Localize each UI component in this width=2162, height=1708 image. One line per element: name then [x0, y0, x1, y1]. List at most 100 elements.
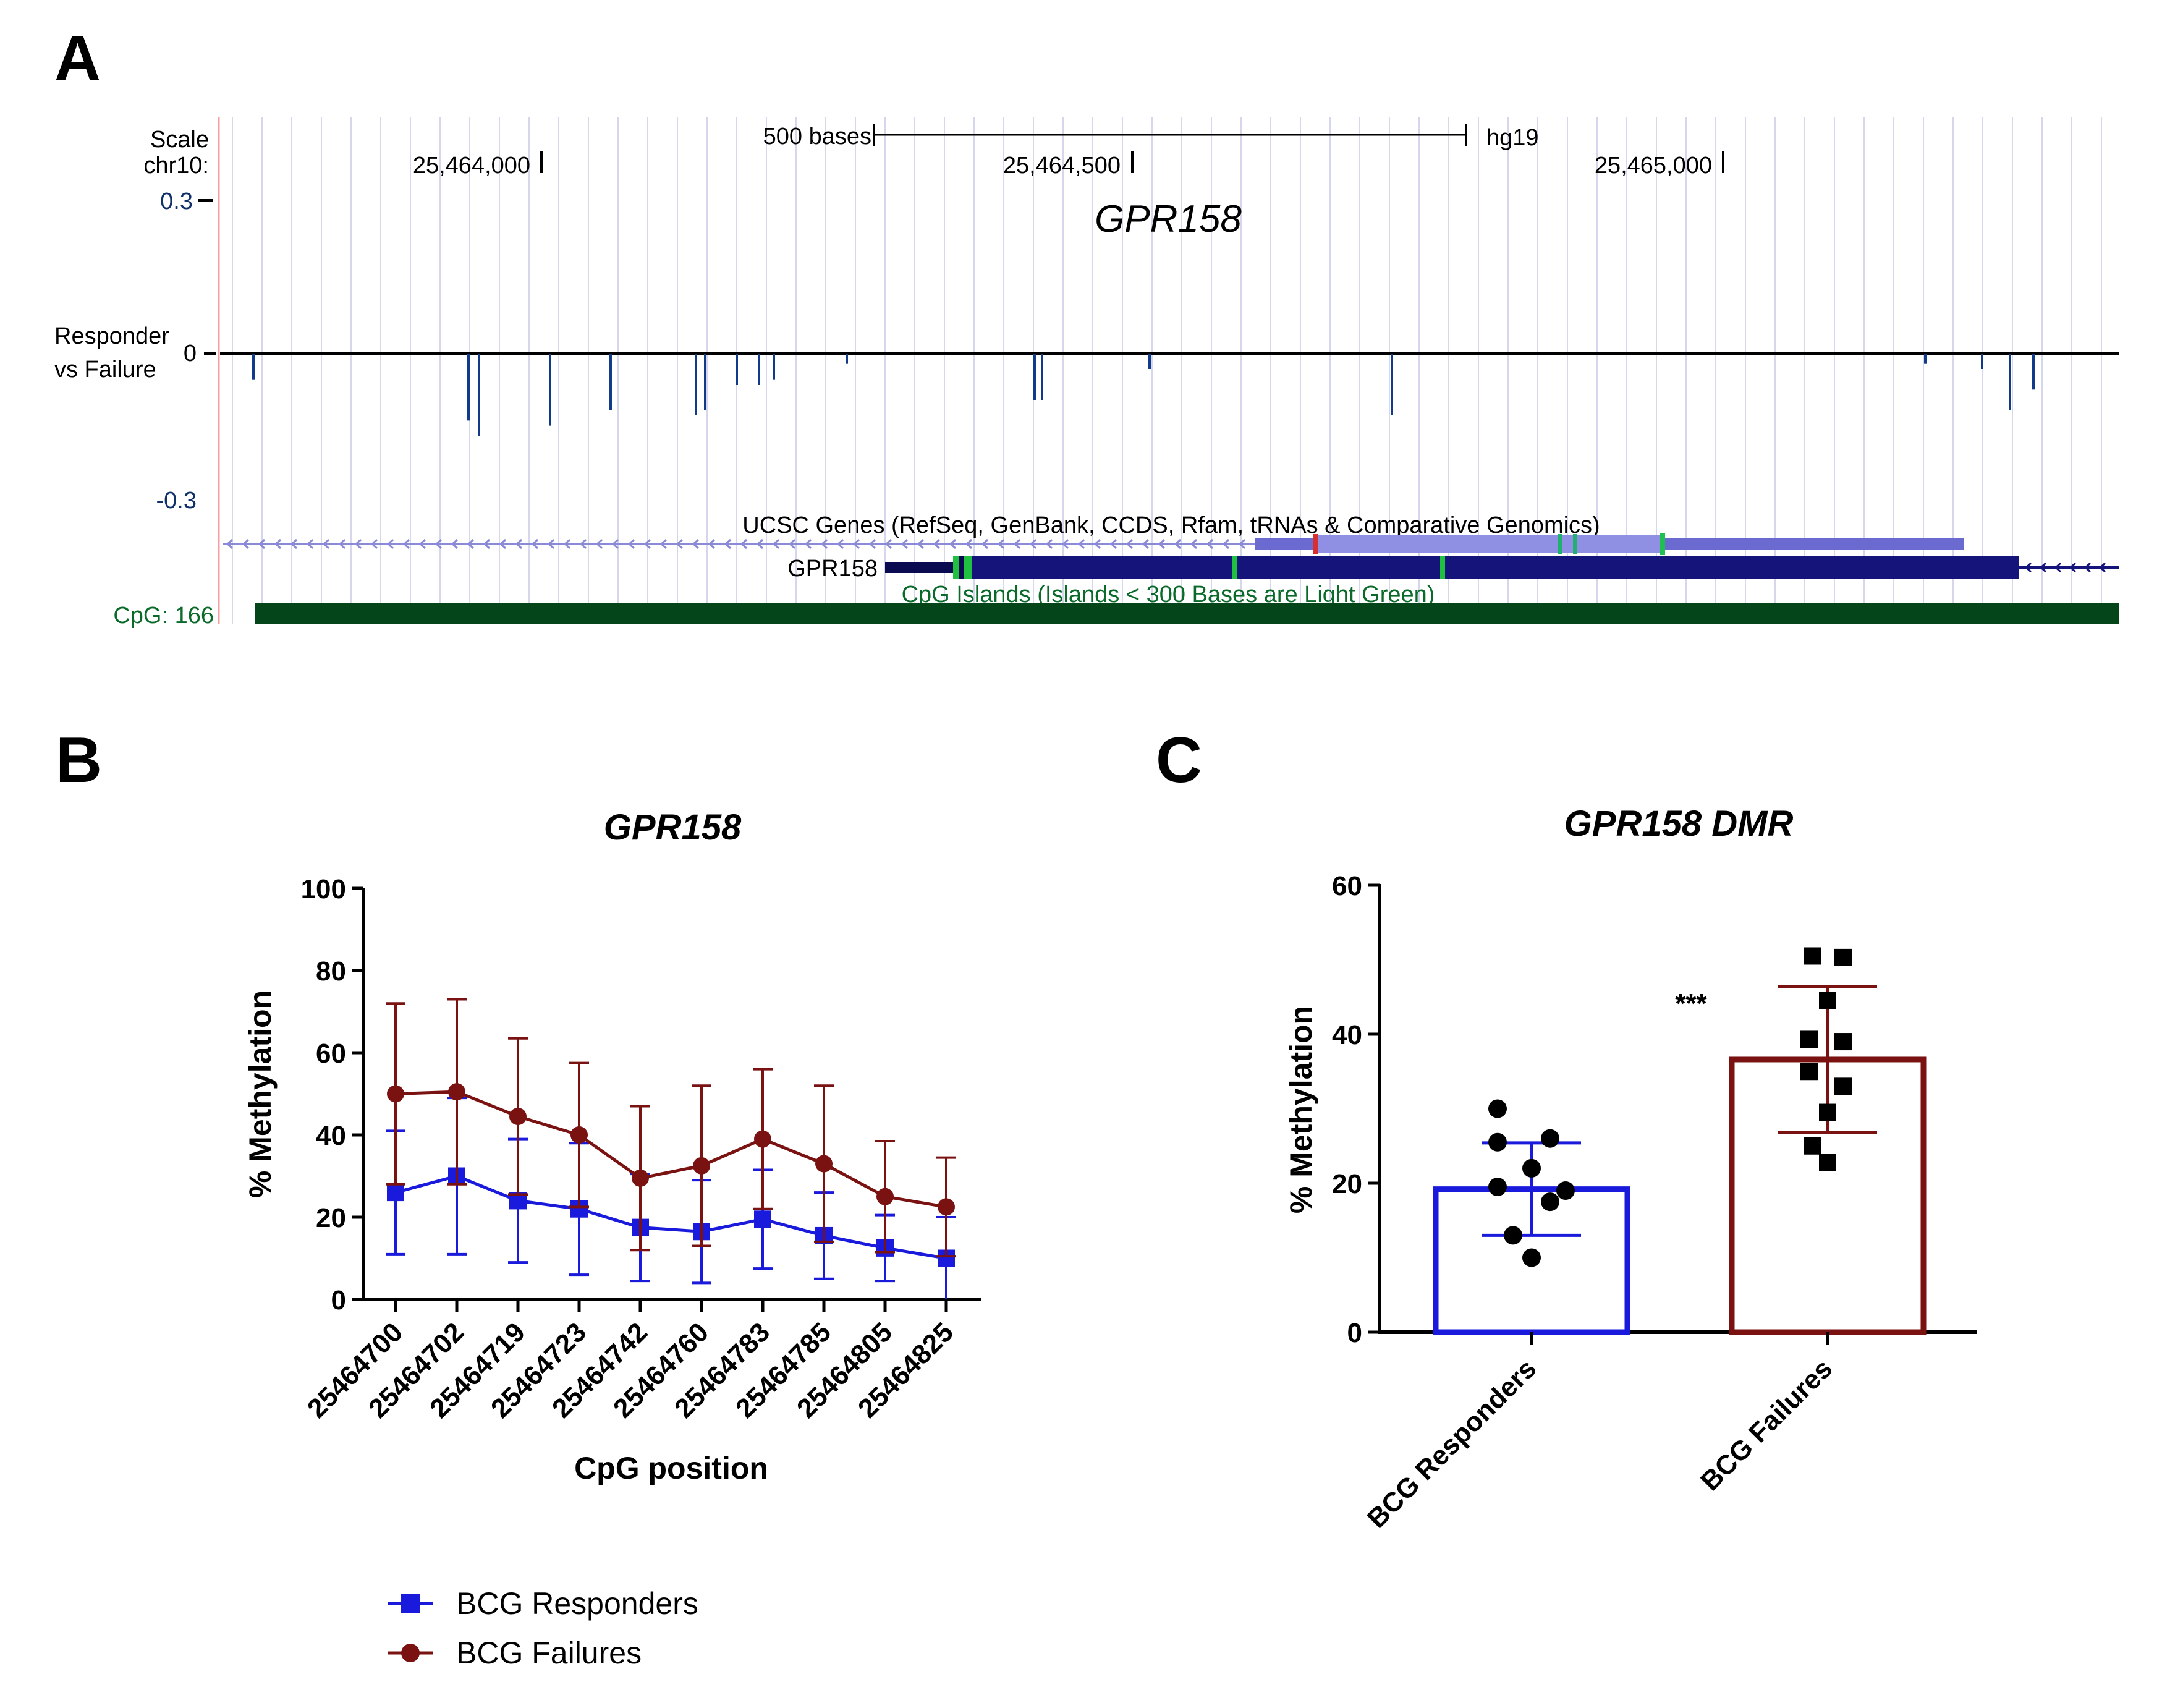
- y-tick-label: 40: [1332, 1020, 1362, 1050]
- strand-arrow: [563, 538, 570, 550]
- strand-arrow: [515, 538, 522, 550]
- strand-arrow: [740, 538, 747, 550]
- data-point: [1804, 1137, 1821, 1155]
- strand-arrow: [595, 538, 603, 550]
- y-tick-label: 80: [316, 956, 346, 987]
- line-chart-gpr158: GPR158 0 20 40 60 80 100 25464700254647022546…: [243, 807, 981, 1670]
- strand-arrow: [2039, 562, 2046, 573]
- strand-arrow: [1093, 538, 1101, 550]
- strand-arrow: [1206, 538, 1213, 550]
- chart-b-y-ticks: 0 20 40 60 80 100: [301, 874, 363, 1315]
- strand-arrow: [483, 538, 490, 550]
- strand-arrow: [949, 538, 956, 550]
- strand-arrow: [354, 538, 362, 550]
- data-point: [1556, 1181, 1575, 1200]
- strand-arrow: [1238, 538, 1245, 550]
- cpg-island-bar: [255, 603, 2119, 624]
- strand-arrow: [724, 538, 731, 550]
- data-point: [1819, 1154, 1836, 1171]
- strand-arrow: [1077, 538, 1085, 550]
- ucsc-genes-label: UCSC Genes (RefSeq, GenBank, CCDS, Rfam,…: [742, 512, 1600, 538]
- strand-arrow: [2054, 562, 2061, 573]
- strand-arrow: [852, 538, 860, 550]
- y-tick-label: 100: [301, 874, 346, 904]
- gene-title: GPR158: [1095, 198, 1242, 240]
- strand-arrow: [836, 538, 844, 550]
- strand-arrow: [1174, 538, 1181, 550]
- assembly-label: hg19: [1486, 125, 1539, 151]
- strand-arrow: [386, 538, 394, 550]
- genome-browser-track: Scale chr10: 500 bases hg19 25,464,000 2…: [54, 117, 2119, 629]
- data-point: [693, 1157, 710, 1175]
- data-point: [1804, 947, 1821, 965]
- strand-arrow: [917, 538, 924, 550]
- legend-label-responders: BCG Responders: [456, 1586, 698, 1621]
- strand-arrow: [772, 538, 779, 550]
- data-point: [387, 1184, 404, 1202]
- methylation-difference-bars: [252, 354, 2035, 436]
- strand-arrow: [418, 538, 426, 550]
- data-point: [1834, 1033, 1852, 1051]
- scale-label: Scale: [150, 127, 209, 153]
- strand-arrow: [2024, 562, 2032, 573]
- strand-arrow: [2098, 562, 2106, 573]
- strand-arrow: [676, 538, 683, 550]
- data-point: [815, 1155, 833, 1173]
- position-label-3: 25,465,000: [1595, 153, 1712, 179]
- series-bcg-responders: [386, 1097, 956, 1299]
- gene-model-label: GPR158: [787, 556, 878, 582]
- x-tick-label: BCG Failures: [1695, 1353, 1838, 1497]
- position-label-1: 25,464,000: [413, 153, 530, 179]
- data-point: [754, 1210, 771, 1228]
- cpg-island-label: CpG: 166: [113, 603, 214, 629]
- chart-b-title: GPR158: [604, 807, 742, 848]
- strand-arrow: [692, 538, 699, 550]
- significance-annotation: ***: [1675, 988, 1707, 1019]
- strand-arrow: [499, 538, 506, 550]
- strand-arrow: [933, 538, 940, 550]
- strand-arrow: [1109, 538, 1117, 550]
- gene-strand-arrows: [2024, 562, 2106, 573]
- strand-arrow: [258, 538, 265, 550]
- track-label-line-1: Responder: [54, 323, 169, 349]
- series-line: [395, 1090, 947, 1209]
- data-point: [1522, 1158, 1541, 1178]
- strand-arrow: [659, 538, 667, 550]
- strand-arrow: [370, 538, 378, 550]
- strand-arrow: [981, 538, 988, 550]
- strand-arrow: [242, 538, 249, 550]
- gpr158-gene-model: [885, 556, 2119, 579]
- y-tick-label: 40: [316, 1121, 346, 1151]
- panel-letter-a: A: [54, 23, 101, 95]
- strand-arrow: [579, 538, 587, 550]
- chart-c-x-ticks: BCG Responders BCG Failures: [1362, 1332, 1838, 1534]
- series-bcg-failures: [386, 998, 956, 1258]
- track-label-line-2: vs Failure: [54, 357, 156, 383]
- strand-arrow: [1013, 538, 1020, 550]
- strand-arrow: [226, 538, 233, 550]
- y-tick-label: 20: [1332, 1169, 1362, 1199]
- data-point: [1834, 948, 1852, 966]
- data-point: [570, 1126, 588, 1144]
- browser-ytick-0: 0: [184, 341, 197, 367]
- strand-arrow: [1222, 538, 1229, 550]
- data-point: [448, 1083, 465, 1101]
- strand-arrow: [884, 538, 892, 550]
- strand-arrow: [804, 538, 812, 550]
- data-point: [1819, 992, 1836, 1009]
- strand-arrow: [756, 538, 763, 550]
- data-point: [1522, 1248, 1541, 1267]
- data-point: [1800, 1030, 1818, 1048]
- strand-arrow: [451, 538, 458, 550]
- strand-arrow: [708, 538, 715, 550]
- strand-arrow: [322, 538, 329, 550]
- chart-b-legend: BCG Responders BCG Failures: [388, 1586, 698, 1670]
- ucsc-gene-model: [223, 533, 1964, 555]
- chart-b-x-ticks: 2546470025464702254647192546472325464742…: [302, 1299, 959, 1424]
- chart-c-bars: [1433, 947, 1927, 1335]
- data-point: [754, 1130, 771, 1148]
- strand-arrow: [306, 538, 313, 550]
- y-tick-label: 60: [316, 1039, 346, 1069]
- strand-arrow: [1158, 538, 1165, 550]
- data-point: [509, 1108, 527, 1126]
